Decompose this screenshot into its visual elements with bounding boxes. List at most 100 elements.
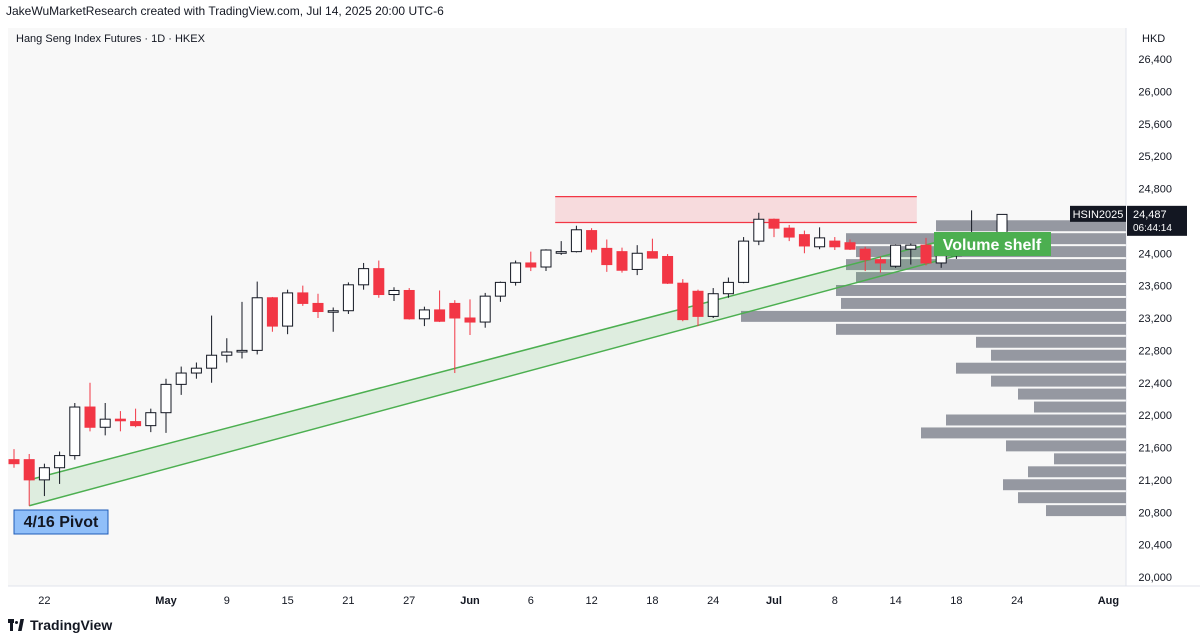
candle-body [525, 262, 537, 268]
candle [646, 238, 658, 259]
candle [312, 293, 324, 318]
candle [631, 245, 643, 276]
pivot-label: 4/16 Pivot [24, 514, 99, 531]
candle-body [130, 421, 142, 427]
candle [859, 246, 871, 272]
resistance-zone [555, 196, 917, 223]
candle [783, 224, 795, 242]
candle-body [190, 367, 202, 374]
candle-body [844, 242, 856, 250]
candle [540, 249, 552, 272]
candle-body [570, 229, 582, 253]
volume-profile-bar [1028, 466, 1126, 478]
x-tick-label: 22 [38, 595, 50, 607]
x-tick-label: 24 [707, 595, 719, 607]
candle-body [601, 247, 613, 266]
volume-profile-bar [741, 310, 1126, 322]
candle-body [312, 302, 324, 313]
tradingview-brand: TradingView [30, 617, 113, 633]
candle [327, 307, 339, 332]
volume-shelf-label: Volume shelf [943, 237, 1042, 254]
candle [525, 251, 537, 272]
symbol-tag-box [1070, 205, 1126, 222]
candle [753, 212, 765, 246]
x-tick-label: 24 [1011, 595, 1023, 607]
channel-lower-line [29, 250, 972, 507]
candle-body [297, 292, 309, 304]
x-tick-label: 21 [342, 595, 354, 607]
trend-channel-fill [29, 233, 972, 506]
candle [722, 277, 734, 298]
candle-body [175, 372, 187, 385]
y-tick-label: 24,800 [1138, 184, 1172, 196]
candle-body [586, 230, 598, 250]
candle-body [859, 248, 871, 261]
volume-shelf-box [934, 232, 1051, 256]
symbol-tag: HSIN2025 [1070, 205, 1126, 222]
last-price-box [1127, 205, 1187, 236]
candle-body [449, 302, 461, 319]
candle [373, 260, 385, 298]
candle [342, 282, 354, 314]
candle-body [358, 268, 370, 286]
candle [874, 256, 886, 273]
candle-body [905, 244, 917, 250]
candle [114, 411, 126, 432]
candle [616, 247, 628, 273]
volume-profile-bar [1018, 388, 1126, 400]
tradingview-footer: TradingView [8, 617, 112, 633]
candle [920, 237, 932, 266]
candle [464, 299, 476, 335]
candle-body [221, 351, 233, 356]
volume-profile-bar [856, 272, 1126, 284]
y-tick-label: 23,200 [1138, 313, 1172, 325]
chart-credit: JakeWuMarketResearch created with Tradin… [6, 4, 444, 18]
candle-body [160, 383, 172, 414]
candle [768, 218, 780, 238]
y-tick-label: 21,200 [1138, 475, 1172, 487]
candle [677, 279, 689, 322]
candle [905, 243, 917, 265]
candle-body [8, 459, 20, 465]
volume-profile-bar [1003, 479, 1126, 491]
candle [601, 239, 613, 272]
x-tick-label: 14 [889, 595, 901, 607]
y-tick-label: 20,800 [1138, 507, 1172, 519]
volume-profile-bar [841, 297, 1126, 309]
candle-body [251, 297, 263, 351]
y-tick-label: 20,400 [1138, 540, 1172, 552]
y-tick-label: 21,600 [1138, 443, 1172, 455]
candle [403, 288, 415, 320]
candle [692, 289, 704, 327]
last-price-value: 24,487 [1133, 209, 1167, 221]
volume-profile-bar [836, 323, 1126, 335]
y-tick-label: 25,600 [1138, 119, 1172, 131]
candle-body [99, 418, 111, 428]
x-tick-label: 9 [224, 595, 230, 607]
countdown-timer: 06:44:14 [1133, 223, 1172, 234]
y-tick-label: 25,200 [1138, 151, 1172, 163]
candle-body [722, 281, 734, 295]
candle-body [403, 289, 415, 320]
volume-profile-bar [846, 259, 1126, 271]
candle [99, 402, 111, 436]
candle-body [768, 218, 780, 229]
candle-body [464, 317, 476, 323]
candle [510, 260, 522, 286]
x-tick-label: 6 [528, 595, 534, 607]
volume-profile-bar [1018, 492, 1126, 504]
candle [190, 362, 202, 379]
candle-body [829, 240, 841, 248]
candle-body [510, 262, 522, 283]
y-tick-label: 22,400 [1138, 378, 1172, 390]
volume-profile-bar [991, 349, 1126, 361]
candle [69, 402, 81, 460]
price-chart[interactable]: Hang Seng Index Futures · 1D · HKEX HKD 26… [0, 24, 1200, 614]
candle-body [798, 234, 810, 247]
candle [145, 408, 157, 433]
candle [84, 382, 96, 432]
candle [662, 254, 674, 285]
pivot-label-box [13, 509, 109, 535]
candle [8, 449, 20, 468]
candle-body [479, 295, 491, 323]
